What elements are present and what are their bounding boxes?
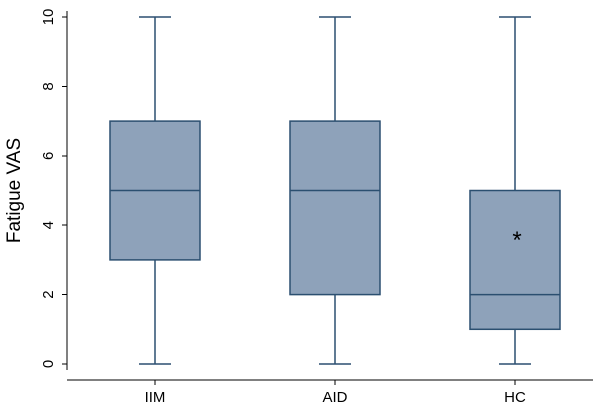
y-tick-label: 0 xyxy=(40,360,57,368)
y-tick-label: 8 xyxy=(40,82,57,90)
y-tick-label: 4 xyxy=(40,221,57,229)
y-tick-label: 2 xyxy=(40,290,57,298)
x-tick-label: HC xyxy=(504,389,526,406)
y-tick-label: 10 xyxy=(40,9,57,26)
iqr-box xyxy=(289,120,381,296)
iqr-box xyxy=(469,189,561,331)
box-aid xyxy=(289,16,381,365)
x-tick-label: IIM xyxy=(145,389,166,406)
x-tick-label: AID xyxy=(322,389,347,406)
y-axis-title: Fatigue VAS xyxy=(4,138,25,243)
box-hc: * xyxy=(469,16,561,365)
box-iim xyxy=(109,16,201,365)
axes-layer: 0 2 4 6 8 10 IIM AID HC xyxy=(40,9,593,406)
significance-marker: * xyxy=(512,227,521,254)
y-tick-label: 6 xyxy=(40,152,57,160)
boxes-layer: * xyxy=(109,16,561,365)
